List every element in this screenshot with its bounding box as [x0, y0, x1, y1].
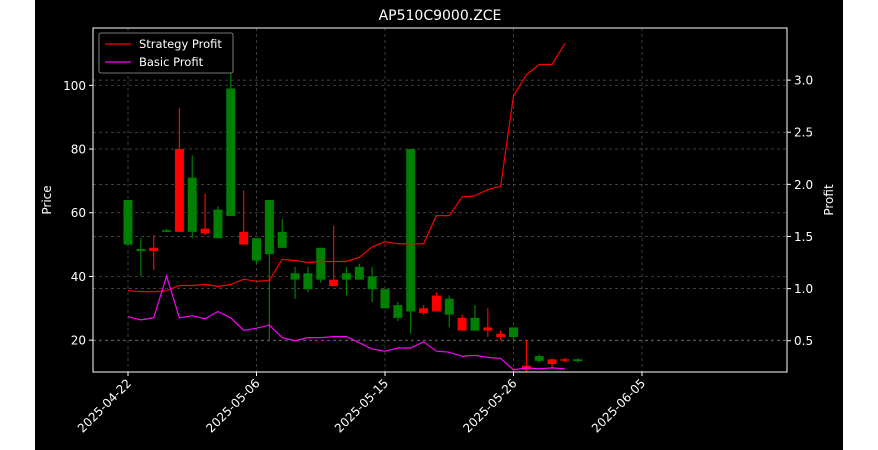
- candle-body-25: [444, 298, 454, 315]
- plot-frame: [92, 27, 788, 373]
- candle-body-28: [483, 327, 493, 331]
- x-tick-label-1: 2025-05-06: [203, 376, 262, 435]
- candle-body-12: [277, 231, 287, 248]
- candle-body-30: [509, 327, 518, 337]
- candle-body-34: [560, 359, 570, 361]
- candle-body-2: [149, 247, 159, 251]
- y-tick-label-40: 40: [71, 270, 86, 284]
- x-tick-label-4: 2025-06-05: [589, 376, 648, 435]
- legend: Strategy Profit Basic Profit: [98, 32, 234, 74]
- y2-tick-label-3: 2.0: [794, 178, 813, 192]
- x-axis: 2025-04-22 2025-05-06 2025-05-15 2025-05-26…: [75, 372, 648, 435]
- y-tick-label-100: 100: [63, 79, 86, 93]
- chart-svg: AP510C9000.ZCE 20 40 60 80 100 0.5 1.0 1.5 2.0 2…: [40, 8, 836, 435]
- right-axis: 0.5 1.0 1.5 2.0 2.5 3.0: [787, 74, 813, 348]
- candle-body-33: [547, 359, 557, 365]
- candle-body-32: [534, 356, 544, 361]
- candle-body-22: [406, 149, 416, 312]
- candle-body-9: [239, 231, 249, 245]
- x-tick-label-3: 2025-05-26: [460, 376, 519, 435]
- candle-body-17: [341, 273, 351, 280]
- candle-body-21: [393, 305, 403, 318]
- candle-body-6: [200, 228, 210, 234]
- candle-body-26: [457, 317, 467, 331]
- chart-title: AP510C9000.ZCE: [379, 8, 502, 24]
- y-tick-label-20: 20: [71, 334, 86, 348]
- chart-figure: AP510C9000.ZCE 20 40 60 80 100 0.5 1.0 1.5 2.0 2…: [35, 0, 843, 450]
- x-tick-label-0: 2025-04-22: [75, 376, 134, 435]
- legend-label-strategy-profit: Strategy Profit: [139, 37, 222, 51]
- x-tick-label-2: 2025-05-15: [332, 376, 391, 435]
- candle-body-14: [303, 273, 313, 290]
- candle-body-0: [123, 200, 133, 245]
- candle-body-5: [187, 177, 197, 232]
- candle-body-8: [226, 88, 236, 216]
- y2-tick-label-1: 1.0: [794, 282, 813, 296]
- y-tick-label-80: 80: [71, 143, 86, 157]
- candle-body-35: [573, 359, 583, 362]
- candle-body-24: [431, 295, 441, 312]
- series-line-0: [127, 43, 566, 293]
- candle-body-19: [367, 276, 377, 290]
- candle-body-23: [419, 308, 429, 314]
- candle-body-4: [174, 149, 184, 232]
- grid-layer: [93, 28, 787, 372]
- y2-tick-label-4: 2.5: [794, 126, 813, 140]
- y2-tick-label-0: 0.5: [794, 334, 813, 348]
- candle-body-29: [496, 333, 506, 337]
- line-layer: [127, 43, 566, 371]
- candle-body-13: [290, 273, 300, 280]
- y2-tick-label-5: 3.0: [794, 74, 813, 88]
- candle-body-10: [252, 238, 261, 261]
- candle-body-7: [213, 209, 223, 239]
- legend-box: [98, 32, 234, 74]
- candle-body-15: [316, 247, 326, 280]
- candle-body-20: [380, 289, 390, 309]
- y-tick-label-60: 60: [71, 206, 86, 220]
- series-line-1: [127, 274, 565, 371]
- candle-body-1: [136, 249, 146, 251]
- candle-body-27: [470, 317, 480, 331]
- y-axis-label: Price: [40, 185, 54, 214]
- y2-axis-label: Profit: [822, 184, 836, 216]
- candle-body-3: [162, 230, 172, 232]
- left-axis: 20 40 60 80 100: [63, 79, 93, 348]
- legend-label-basic-profit: Basic Profit: [139, 55, 204, 69]
- y2-tick-label-2: 1.5: [794, 230, 813, 244]
- candle-layer: [123, 34, 583, 372]
- candle-body-16: [329, 279, 339, 286]
- candle-body-11: [264, 200, 274, 255]
- candle-body-18: [354, 266, 364, 280]
